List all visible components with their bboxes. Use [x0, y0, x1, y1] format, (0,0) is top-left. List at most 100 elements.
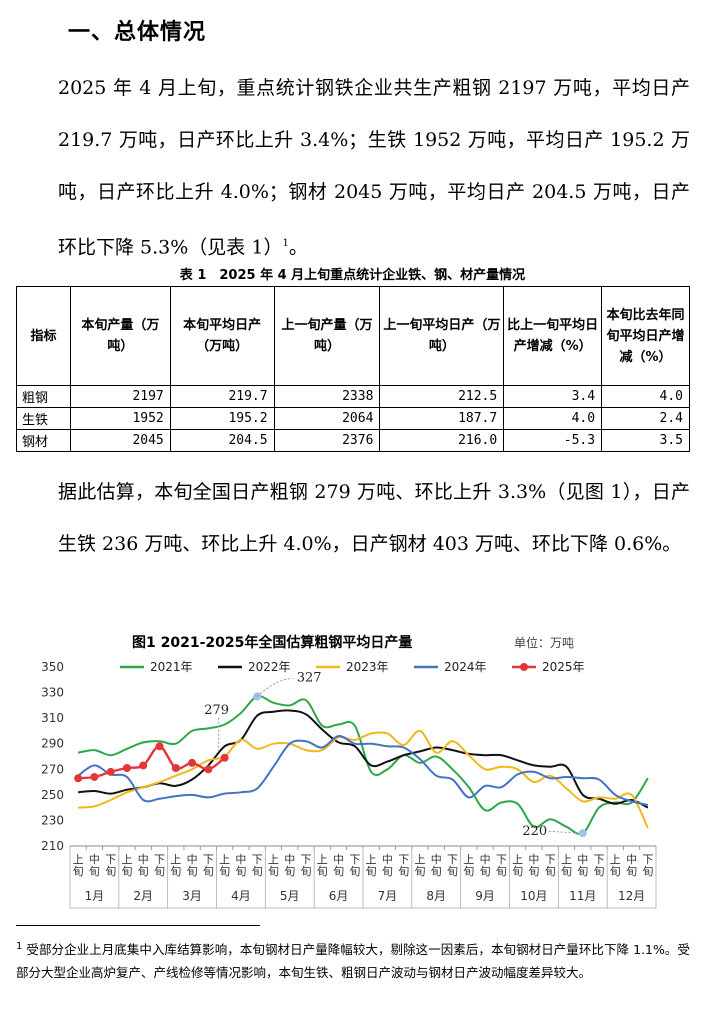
x-tick-label: 旬 — [577, 865, 588, 878]
x-tick-label: 旬 — [366, 865, 377, 878]
series-line-2024年 — [77, 734, 649, 807]
x-tick-label: 下 — [105, 853, 116, 866]
x-tick-label: 旬 — [121, 865, 132, 878]
x-tick-label: 旬 — [642, 865, 653, 878]
x-tick-label: 下 — [545, 853, 556, 866]
x-tick-label: 中 — [187, 853, 198, 866]
x-tick-label: 旬 — [333, 865, 344, 878]
x-tick-label: 旬 — [528, 865, 539, 878]
series-line-2023年 — [78, 729, 649, 829]
series-point-2025年 — [155, 742, 164, 751]
y-tick-label: 290 — [41, 737, 64, 751]
month-label: 8月 — [426, 889, 446, 903]
series-point-2025年 — [90, 772, 99, 781]
chart-legend: 2021年 2022年 2023年 2024年 2025年 — [120, 660, 585, 674]
table-cell: 2197 — [69, 385, 171, 408]
x-tick-label: 旬 — [105, 865, 116, 878]
x-tick-label: 中 — [528, 853, 539, 866]
x-tick-label: 旬 — [268, 865, 279, 878]
x-tick-label: 旬 — [512, 865, 523, 878]
footnote-text: 受部分企业上月底集中入库结算影响，本旬钢材日产量降幅较大，剔除这一因素后，本旬钢… — [16, 942, 690, 981]
x-tick-label: 旬 — [561, 865, 572, 878]
x-tick-label: 下 — [496, 853, 507, 866]
x-tick-label: 上 — [512, 853, 523, 866]
x-tick-label: 旬 — [447, 865, 458, 878]
annotation-trough: 220 — [522, 824, 547, 839]
table-caption: 表 1 2025 年 4 月上旬重点统计企业铁、钢、材产量情况 — [179, 268, 526, 283]
x-tick-label: 中 — [431, 853, 442, 866]
series-line-2025年 — [78, 745, 226, 780]
month-label: 1月 — [85, 889, 105, 903]
table-row: 生铁 1952 195.2 2064 187.7 4.0 2.4 — [16, 407, 690, 430]
table-header-row: 指标 本旬产量（万吨） 本旬平均日产（万吨） 上一旬产量（万吨） 上一旬平均日产… — [16, 286, 690, 386]
x-tick-label: 旬 — [252, 865, 263, 878]
y-tick-label: 230 — [41, 813, 64, 827]
y-tick-label: 250 — [41, 788, 64, 802]
y-tick-label: 210 — [41, 839, 64, 853]
legend-label: 2024年 — [444, 660, 487, 674]
row-label: 钢材 — [16, 429, 71, 452]
x-tick-label: 旬 — [414, 865, 425, 878]
x-tick-label: 上 — [463, 853, 474, 866]
x-tick-label: 旬 — [594, 865, 605, 878]
table-cell: 4.0 — [601, 385, 690, 408]
summary-text: 2025 年 4 月上旬，重点统计钢铁企业共生产粗钢 2197 万吨，平均日产 … — [58, 77, 690, 259]
legend-label: 2023年 — [346, 660, 389, 674]
series-point-2025年 — [204, 765, 213, 774]
table-cell: 187.7 — [379, 407, 505, 430]
annotation-peak-marker — [253, 692, 262, 701]
x-tick-label: 旬 — [170, 865, 181, 878]
x-tick-label: 旬 — [317, 865, 328, 878]
chart-title: 图1 2021-2025年全国估算粗钢平均日产量 — [132, 634, 412, 651]
footnote-ref[interactable]: 1 — [282, 238, 289, 249]
annotation-trough-marker — [578, 829, 587, 838]
x-tick-label: 旬 — [398, 865, 409, 878]
table-cell: 195.2 — [169, 407, 275, 430]
footnote: 1 受部分企业上月底集中入库结算影响，本旬钢材日产量降幅较大，剔除这一因素后，本… — [16, 935, 690, 984]
table-cell: 2.4 — [601, 407, 690, 430]
x-tick-label: 下 — [301, 853, 312, 866]
series-point-2025年 — [171, 764, 180, 773]
x-tick-label: 上 — [73, 853, 84, 866]
section-heading: 一、总体情况 — [68, 20, 207, 45]
x-tick-label: 上 — [610, 853, 621, 866]
row-label: 粗钢 — [16, 385, 71, 408]
annotation-leader — [256, 677, 294, 697]
x-tick-label: 旬 — [496, 865, 507, 878]
series-point-2025年 — [74, 774, 83, 783]
annotation-peak: 327 — [297, 670, 322, 685]
x-tick-label: 上 — [414, 853, 425, 866]
series-point-2025年 — [122, 764, 131, 773]
x-tick-label: 中 — [480, 853, 491, 866]
series-line-2021年 — [77, 695, 649, 835]
x-tick-label: 旬 — [187, 865, 198, 878]
table-cell: 2338 — [273, 385, 381, 408]
x-tick-label: 上 — [268, 853, 279, 866]
x-tick-label: 旬 — [301, 865, 312, 878]
table-header-cell: 本旬比去年同旬平均日产增减（%） — [601, 286, 690, 386]
x-tick-label: 旬 — [431, 865, 442, 878]
legend-label: 2021年 — [150, 660, 193, 674]
summary-end: 。 — [288, 236, 308, 259]
x-tick-label: 上 — [170, 853, 181, 866]
x-tick-label: 旬 — [480, 865, 491, 878]
x-tick-label: 中 — [626, 853, 637, 866]
table-cell: 219.7 — [169, 385, 275, 408]
row-label: 生铁 — [16, 407, 71, 430]
annotation-current: 279 — [204, 703, 229, 718]
x-tick-label: 旬 — [545, 865, 556, 878]
legend-label: 2022年 — [248, 660, 291, 674]
chart-unit: 单位：万吨 — [514, 635, 574, 650]
x-tick-label: 下 — [252, 853, 263, 866]
month-label: 9月 — [475, 889, 495, 903]
x-tick-label: 上 — [561, 853, 572, 866]
x-tick-label: 下 — [594, 853, 605, 866]
series-point-2025年 — [188, 758, 197, 767]
month-label: 5月 — [280, 889, 300, 903]
month-label: 7月 — [378, 889, 398, 903]
table-header-cell: 比上一旬平均日产增减（%） — [503, 286, 603, 386]
table-cell: 216.0 — [379, 429, 505, 452]
x-tick-label: 中 — [577, 853, 588, 866]
estimate-text: 据此估算，本旬全国日产粗钢 279 万吨、环比上升 3.3%（见图 1），日产生… — [58, 481, 690, 555]
chart-series — [74, 695, 649, 835]
